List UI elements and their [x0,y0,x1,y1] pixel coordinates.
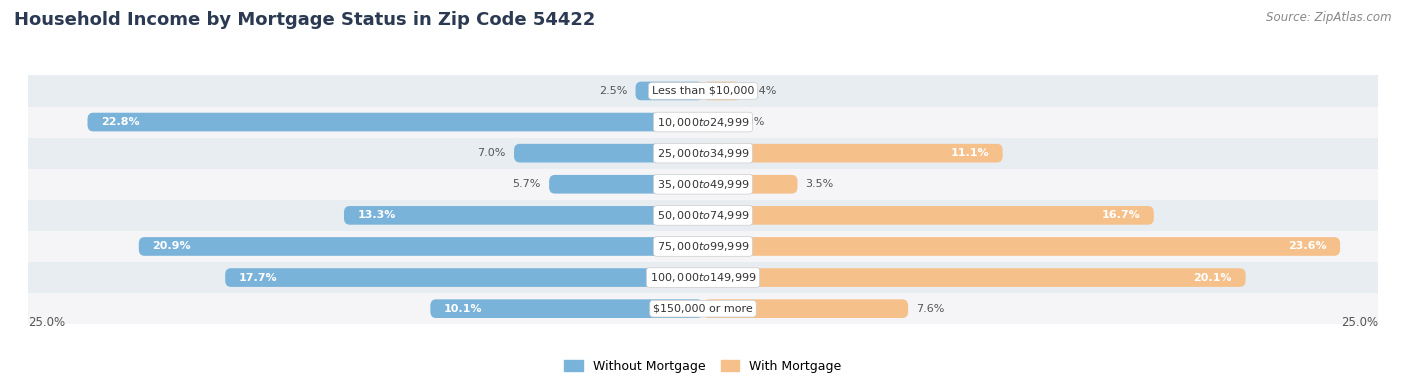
Text: $10,000 to $24,999: $10,000 to $24,999 [657,116,749,129]
Text: $150,000 or more: $150,000 or more [654,303,752,314]
Bar [28,262,1378,293]
Text: $75,000 to $99,999: $75,000 to $99,999 [657,240,749,253]
Text: 5.7%: 5.7% [513,179,541,189]
Text: 16.7%: 16.7% [1101,210,1140,221]
FancyBboxPatch shape [703,206,1154,225]
Text: 13.3%: 13.3% [357,210,396,221]
Text: 0.69%: 0.69% [730,117,765,127]
Bar [28,106,1378,138]
Text: 25.0%: 25.0% [1341,316,1378,329]
FancyBboxPatch shape [344,206,703,225]
FancyBboxPatch shape [87,113,703,131]
FancyBboxPatch shape [703,81,741,100]
Text: $25,000 to $34,999: $25,000 to $34,999 [657,147,749,159]
Text: Source: ZipAtlas.com: Source: ZipAtlas.com [1267,11,1392,24]
Bar [28,138,1378,169]
Text: 20.1%: 20.1% [1194,273,1232,283]
FancyBboxPatch shape [703,299,908,318]
Bar [28,169,1378,200]
Text: $50,000 to $74,999: $50,000 to $74,999 [657,209,749,222]
FancyBboxPatch shape [225,268,703,287]
FancyBboxPatch shape [703,237,1340,256]
Bar [28,293,1378,324]
Text: 25.0%: 25.0% [28,316,65,329]
Text: 7.6%: 7.6% [917,303,945,314]
FancyBboxPatch shape [139,237,703,256]
FancyBboxPatch shape [703,113,721,131]
FancyBboxPatch shape [703,175,797,194]
Text: 23.6%: 23.6% [1288,241,1327,251]
Text: 20.9%: 20.9% [152,241,191,251]
Text: 22.8%: 22.8% [101,117,139,127]
FancyBboxPatch shape [430,299,703,318]
FancyBboxPatch shape [550,175,703,194]
Text: 3.5%: 3.5% [806,179,834,189]
Text: Household Income by Mortgage Status in Zip Code 54422: Household Income by Mortgage Status in Z… [14,11,595,29]
FancyBboxPatch shape [703,268,1246,287]
FancyBboxPatch shape [703,144,1002,162]
Bar [28,231,1378,262]
Text: $35,000 to $49,999: $35,000 to $49,999 [657,178,749,191]
Text: 10.1%: 10.1% [444,303,482,314]
Text: 11.1%: 11.1% [950,148,990,158]
Text: $100,000 to $149,999: $100,000 to $149,999 [650,271,756,284]
FancyBboxPatch shape [515,144,703,162]
Legend: Without Mortgage, With Mortgage: Without Mortgage, With Mortgage [564,360,842,373]
Text: Less than $10,000: Less than $10,000 [652,86,754,96]
FancyBboxPatch shape [636,81,703,100]
Text: 1.4%: 1.4% [749,86,778,96]
Text: 17.7%: 17.7% [239,273,277,283]
Text: 7.0%: 7.0% [478,148,506,158]
Bar [28,200,1378,231]
Bar [28,75,1378,107]
Text: 2.5%: 2.5% [599,86,627,96]
